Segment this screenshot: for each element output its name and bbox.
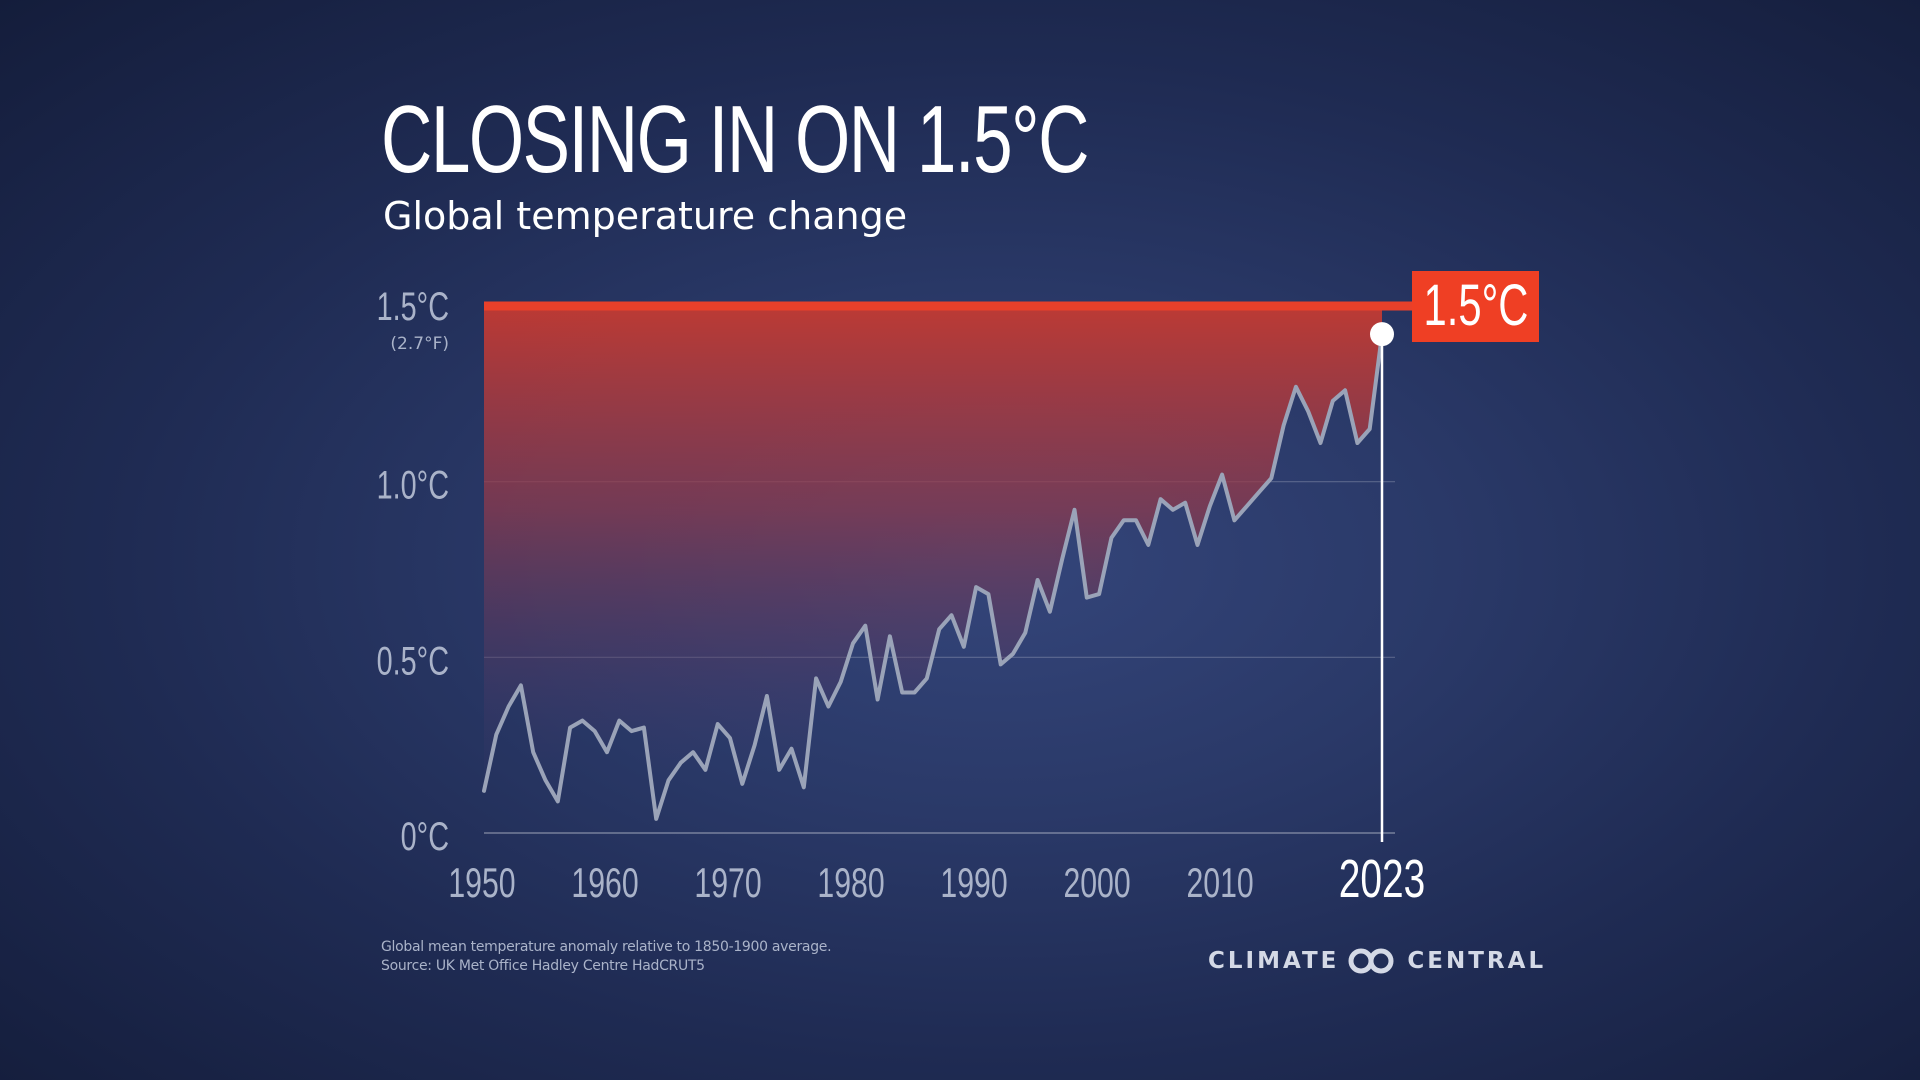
climate-central-logo-icon <box>1348 948 1394 974</box>
threshold-label-text: 1.5°C <box>1424 272 1529 337</box>
x-tick-label-2023: 2023 <box>1339 848 1425 909</box>
highlight-point-2023 <box>1370 322 1394 347</box>
brand-word-central: CENTRAL <box>1407 948 1547 974</box>
x-tick-label-1990: 1990 <box>940 859 1007 906</box>
x-tick-label-2000: 2000 <box>1063 859 1130 906</box>
x-tick-label-1950: 1950 <box>448 859 515 906</box>
temperature-series-line <box>482 332 1384 821</box>
chart-title: CLOSING IN ON 1.5°C <box>381 86 1089 193</box>
chart-subtitle: Global temperature change <box>383 194 908 238</box>
y-tick-label-0.5: 0.5°C <box>377 639 449 684</box>
x-tick-label-1960: 1960 <box>571 859 638 906</box>
footnote: Global mean temperature anomaly relative… <box>381 938 832 976</box>
y-tick-label-1: 1.0°C <box>377 463 449 508</box>
x-tick-label-1970: 1970 <box>694 859 761 906</box>
y-tick-sublabel-fahrenheit: (2.7°F) <box>390 334 449 354</box>
x-tick-label-1980: 1980 <box>817 859 884 906</box>
y-tick-label-1.5: 1.5°C <box>377 284 449 329</box>
brand-logo: CLIMATE CENTRAL <box>1208 943 1546 979</box>
warming-gap-area <box>484 306 1382 819</box>
threshold-label-box <box>1412 271 1539 342</box>
x-tick-label-2010: 2010 <box>1186 859 1253 906</box>
y-tick-label-0: 0°C <box>401 814 449 859</box>
footnote-description: Global mean temperature anomaly relative… <box>381 939 832 955</box>
footnote-source: Source: UK Met Office Hadley Centre HadC… <box>381 958 705 974</box>
brand-word-climate: CLIMATE <box>1208 948 1340 974</box>
